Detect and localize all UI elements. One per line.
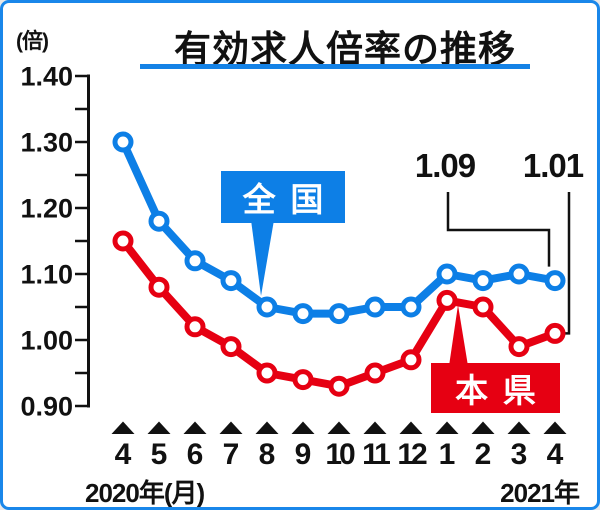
month-tick-label: 11 [362, 438, 390, 471]
y-tick-label: 1.30 [20, 128, 73, 158]
national-data-point [472, 270, 494, 292]
prefecture-data-point [472, 296, 494, 318]
prefecture-data-point [256, 362, 278, 384]
month-tick-label: 7 [223, 438, 240, 471]
month-tick-label: 9 [295, 438, 312, 471]
prefecture-data-point [184, 316, 206, 338]
prefecture-data-point [544, 322, 566, 344]
line-chart-canvas: 1.401.301.201.101.000.904 5 6 7 8 9 10 11 12 1 2 3 4 [20, 62, 571, 471]
month-tick-label: 12 [397, 438, 427, 471]
month-arrow-icon [435, 421, 459, 434]
month-arrow-icon [327, 421, 351, 434]
month-arrow-icon [183, 421, 207, 434]
national-data-point [436, 263, 458, 285]
y-tick-label: 1.40 [20, 62, 73, 92]
month-arrow-icon [219, 421, 243, 434]
prefecture-data-point [364, 362, 386, 384]
x-axis-year-note-2021: 2021年 [500, 478, 580, 508]
prefecture-data-point [400, 349, 422, 371]
national-data-point [220, 270, 242, 292]
national-data-point [184, 250, 206, 272]
x-axis-year-note-2020: 2020年(月) [85, 478, 205, 508]
leader-line-national [446, 192, 551, 267]
prefecture-data-point [436, 289, 458, 311]
legend-callout-national: 全国 [221, 171, 345, 223]
month-arrow-icon [291, 421, 315, 434]
prefecture-data-point [112, 230, 134, 252]
month-tick-label: 5 [151, 438, 168, 471]
month-tick-label: 6 [187, 438, 204, 471]
month-tick-label: 4 [547, 438, 564, 471]
prefecture-data-point [148, 276, 170, 298]
prefecture-data-point [328, 375, 350, 397]
national-data-point [328, 303, 350, 325]
month-arrow-icon [147, 421, 171, 434]
callout-tail-national [251, 220, 274, 296]
callout-tail-prefecture [449, 305, 468, 366]
month-arrow-icon [255, 421, 279, 434]
national-data-point [112, 131, 134, 153]
month-arrow-icon [363, 421, 387, 434]
national-data-point [544, 270, 566, 292]
month-tick-label: 4 [115, 438, 132, 471]
title-underline-rule [140, 64, 530, 69]
prefecture-data-point [292, 369, 314, 391]
value-label-national-latest: 1.09 [414, 147, 476, 184]
prefecture-data-point [220, 336, 242, 358]
national-data-point [364, 296, 386, 318]
national-data-point [148, 210, 170, 232]
leader-line-prefecture [565, 192, 571, 335]
national-data-point [400, 296, 422, 318]
chart-title: 有効求人倍率の推移 [174, 29, 516, 70]
month-arrow-icon [543, 421, 567, 434]
y-tick-label: 1.20 [20, 194, 73, 224]
y-tick-label: 0.90 [20, 392, 73, 422]
national-data-point [256, 296, 278, 318]
legend-callout-prefecture: 本県 [431, 363, 560, 413]
month-tick-label: 1 [439, 438, 456, 471]
month-arrow-icon [507, 421, 531, 434]
month-arrow-icon [111, 421, 135, 434]
national-data-point [508, 263, 530, 285]
y-tick-label: 1.00 [20, 326, 73, 356]
national-data-point [292, 303, 314, 325]
y-axis-unit-label: (倍) [16, 30, 49, 53]
month-tick-label: 3 [511, 438, 528, 471]
month-arrow-icon [399, 421, 423, 434]
prefecture-data-point [508, 336, 530, 358]
month-tick-label: 8 [259, 438, 276, 471]
value-label-prefecture-latest: 1.01 [522, 147, 584, 184]
month-arrow-icon [471, 421, 495, 434]
month-tick-label: 10 [325, 438, 355, 471]
y-tick-label: 1.10 [20, 260, 73, 290]
month-tick-label: 2 [475, 438, 492, 471]
